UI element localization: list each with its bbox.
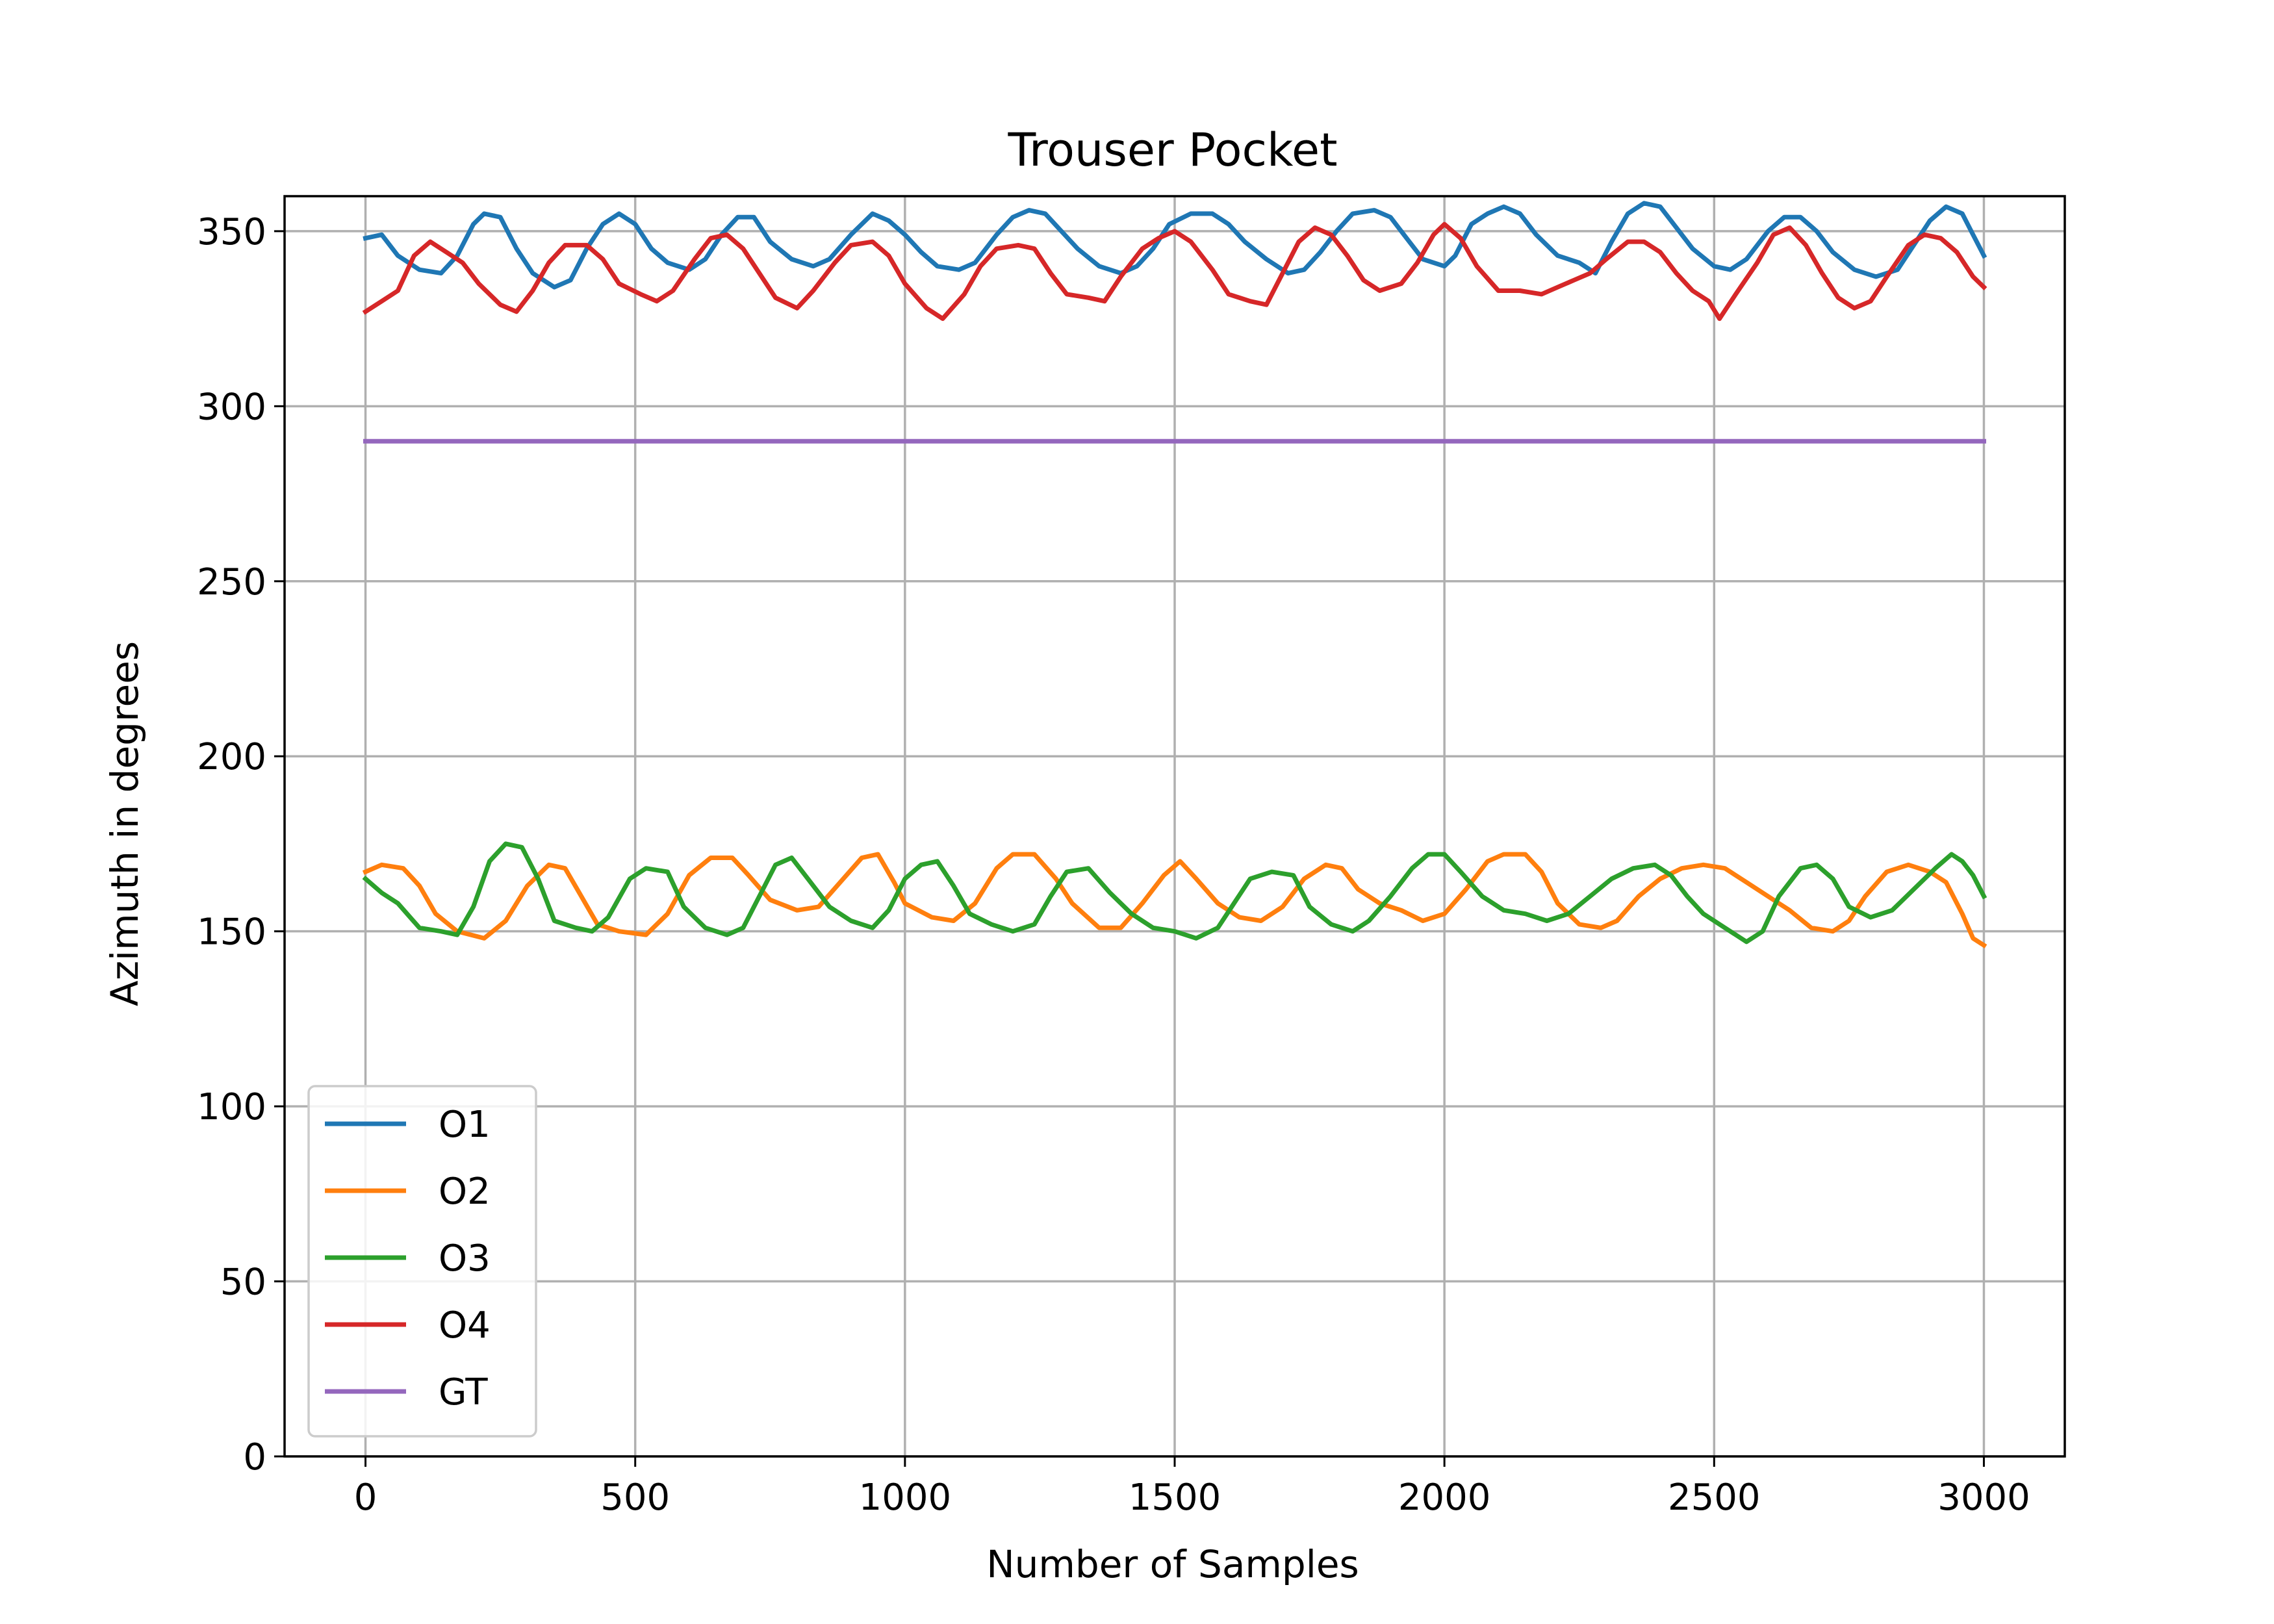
x-tick-label: 3000 <box>1937 1477 2030 1519</box>
x-tick-label: 500 <box>600 1477 670 1519</box>
y-tick-label: 100 <box>197 1086 266 1128</box>
chart-title: Trouser Pocket <box>1007 123 1337 177</box>
y-tick-label: 350 <box>197 211 266 253</box>
series-line-o2 <box>362 852 1987 949</box>
legend-label-gt: GT <box>439 1371 488 1414</box>
x-axis: 0 500 1000 1500 2000 2500 3000 <box>354 1456 2030 1519</box>
legend-label-o2: O2 <box>439 1171 491 1213</box>
legend-label-o1: O1 <box>439 1104 491 1146</box>
x-tick-label: 1500 <box>1129 1477 1221 1519</box>
y-axis: 0 50 100 150 200 250 300 350 <box>197 211 285 1478</box>
legend-label-o3: O3 <box>439 1237 491 1280</box>
y-tick-label: 0 <box>243 1436 266 1478</box>
y-tick-label: 150 <box>197 911 266 954</box>
y-tick-label: 200 <box>197 736 266 778</box>
x-tick-label: 2000 <box>1398 1477 1491 1519</box>
x-tick-label: 2500 <box>1668 1477 1761 1519</box>
x-axis-label: Number of Samples <box>986 1542 1359 1586</box>
series-line-o3 <box>362 841 1987 945</box>
y-axis-label: Azimuth in degrees <box>103 641 147 1006</box>
y-tick-label: 250 <box>197 561 266 603</box>
y-tick-label: 50 <box>220 1262 266 1304</box>
series-lines <box>362 201 1987 949</box>
x-tick-label: 0 <box>354 1477 377 1519</box>
legend-label-o4: O4 <box>439 1304 491 1347</box>
y-tick-label: 300 <box>197 386 266 428</box>
series-line-o4 <box>362 222 1987 322</box>
series-line-o1 <box>363 201 1987 290</box>
x-tick-label: 1000 <box>859 1477 952 1519</box>
legend-box <box>307 1085 537 1438</box>
legend: O1 O2 O3 O4 GT <box>307 1085 537 1438</box>
